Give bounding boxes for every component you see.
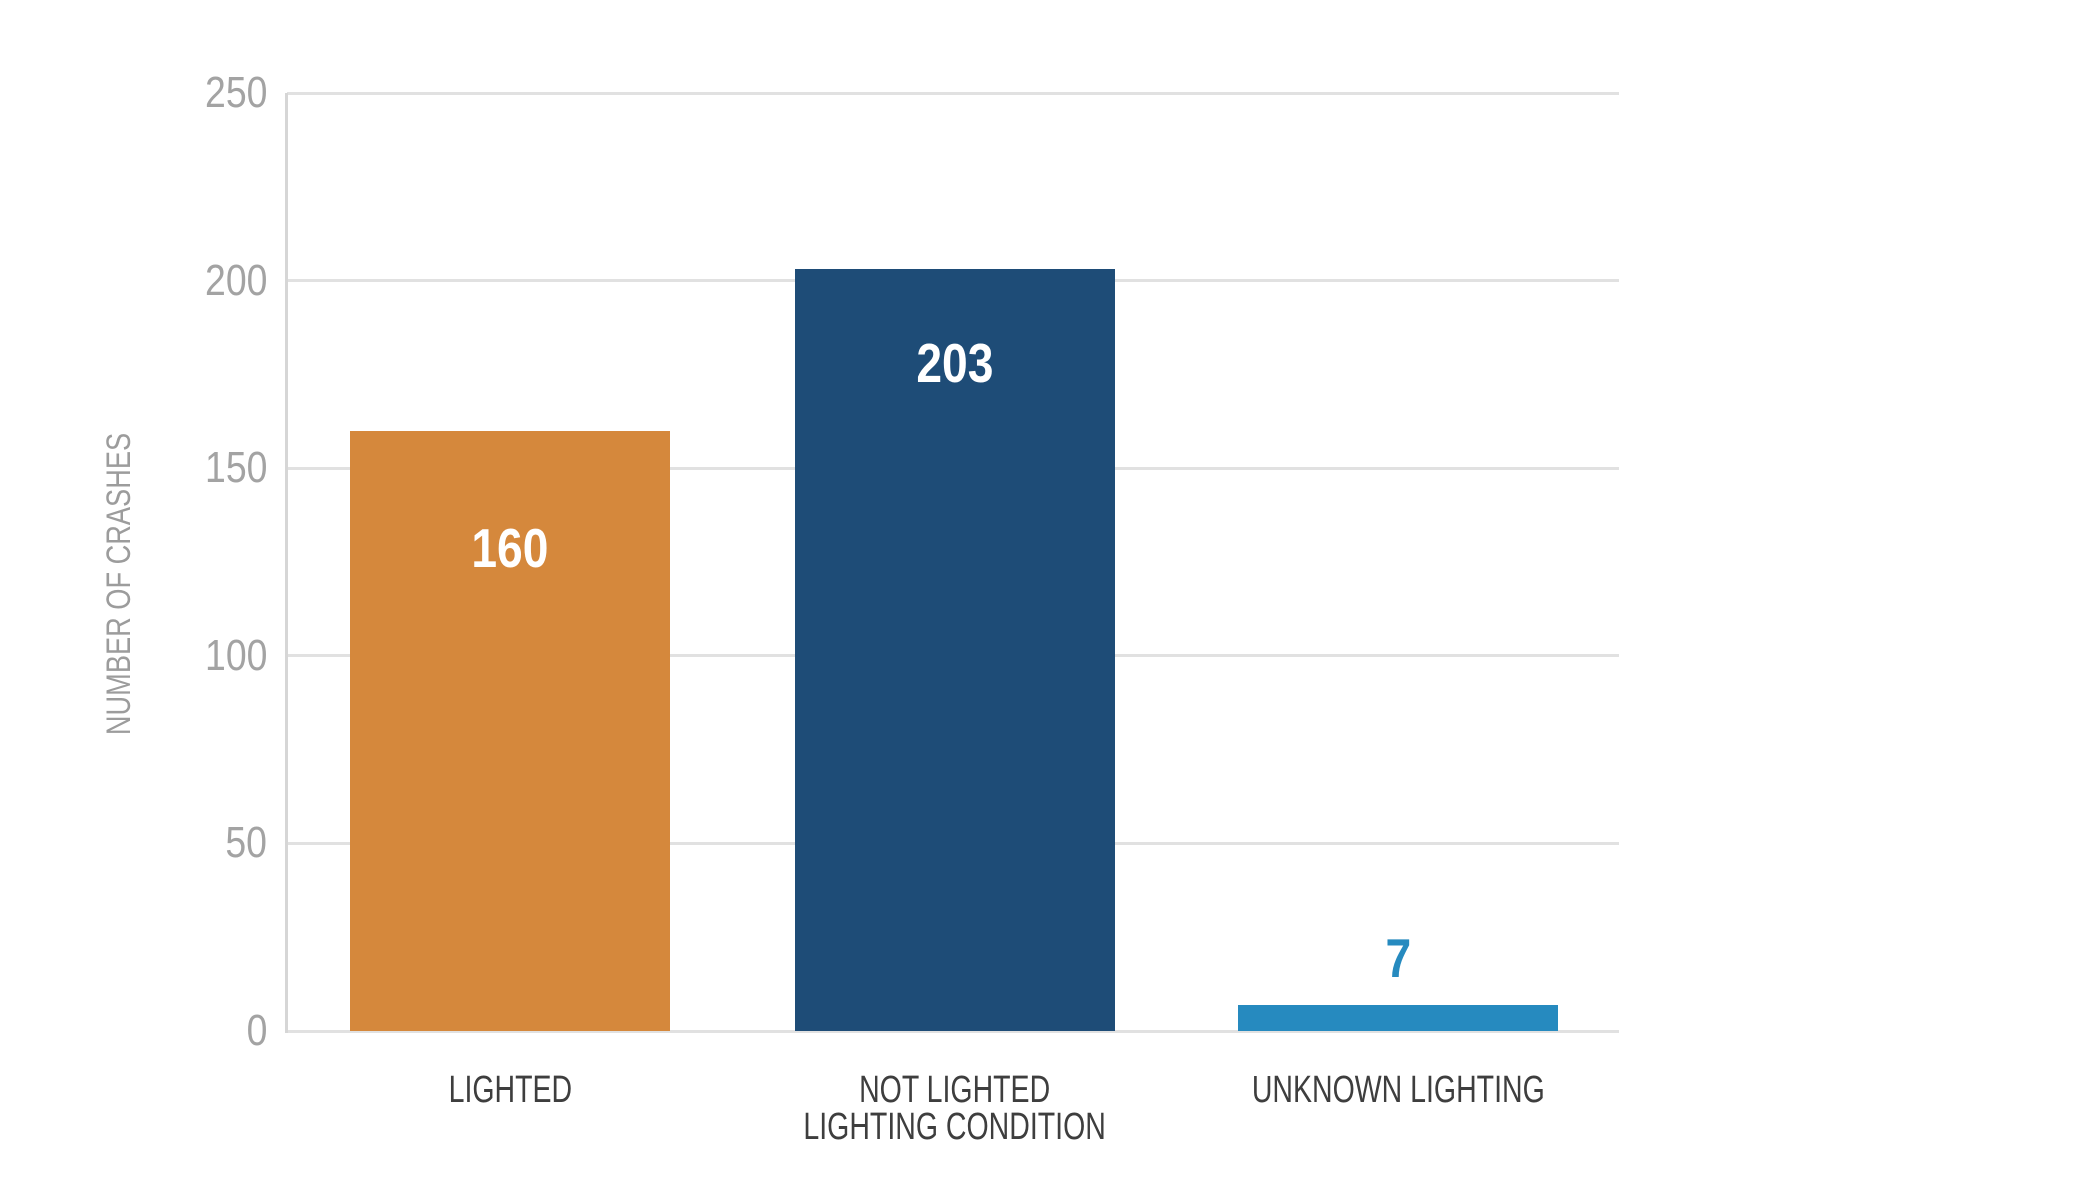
y-tick-label-150: 150	[204, 443, 267, 493]
gridline-0	[287, 1029, 1619, 1033]
y-axis-line	[285, 93, 288, 1033]
category-label-unknown-lighting: UNKNOWN LIGHTING	[1251, 1069, 1545, 1111]
bar-not-lighted	[795, 269, 1115, 1031]
bar-value-not-lighted: 203	[916, 332, 994, 395]
y-tick-label-0: 0	[246, 1006, 267, 1055]
bar-unknown-lighting	[1238, 1004, 1558, 1031]
gridline-250	[287, 91, 1619, 95]
category-label-not-lighted: NOT LIGHTED LIGHTING CONDITION	[803, 1069, 1107, 1148]
category-label-lighted: LIGHTED	[448, 1069, 572, 1111]
y-tick-label-100: 100	[204, 630, 267, 680]
y-tick-label-250: 250	[204, 68, 267, 117]
bar-value-unknown-lighting: 7	[1385, 926, 1411, 989]
y-tick-label-50: 50	[225, 818, 267, 868]
bar-lighted	[350, 430, 670, 1031]
plot-area: 0 50 100 150 200 250 160 203 7	[205, 71, 1619, 1053]
y-tick-label-200: 200	[204, 255, 267, 305]
bar-value-lighted: 160	[471, 516, 549, 579]
